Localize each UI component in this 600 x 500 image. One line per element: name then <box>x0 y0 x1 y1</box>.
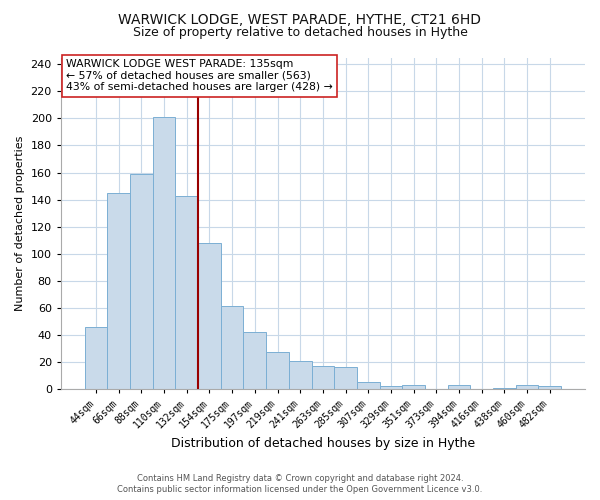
Text: WARWICK LODGE WEST PARADE: 135sqm
← 57% of detached houses are smaller (563)
43%: WARWICK LODGE WEST PARADE: 135sqm ← 57% … <box>66 59 333 92</box>
Bar <box>175 196 198 389</box>
Text: WARWICK LODGE, WEST PARADE, HYTHE, CT21 6HD: WARWICK LODGE, WEST PARADE, HYTHE, CT21 … <box>119 12 482 26</box>
Bar <box>357 382 380 389</box>
Y-axis label: Number of detached properties: Number of detached properties <box>15 136 25 311</box>
Bar <box>221 306 244 389</box>
Bar <box>538 386 561 389</box>
Bar <box>311 366 334 389</box>
Bar <box>198 243 221 389</box>
Bar <box>516 385 538 389</box>
Bar <box>244 332 266 389</box>
Bar <box>448 385 470 389</box>
Bar <box>85 327 107 389</box>
Bar <box>493 388 516 389</box>
X-axis label: Distribution of detached houses by size in Hythe: Distribution of detached houses by size … <box>171 437 475 450</box>
Bar <box>130 174 153 389</box>
Text: Contains HM Land Registry data © Crown copyright and database right 2024.
Contai: Contains HM Land Registry data © Crown c… <box>118 474 482 494</box>
Bar <box>107 193 130 389</box>
Bar <box>380 386 403 389</box>
Text: Size of property relative to detached houses in Hythe: Size of property relative to detached ho… <box>133 26 467 39</box>
Bar <box>266 352 289 389</box>
Bar <box>403 385 425 389</box>
Bar <box>153 117 175 389</box>
Bar <box>334 368 357 389</box>
Bar <box>289 360 311 389</box>
